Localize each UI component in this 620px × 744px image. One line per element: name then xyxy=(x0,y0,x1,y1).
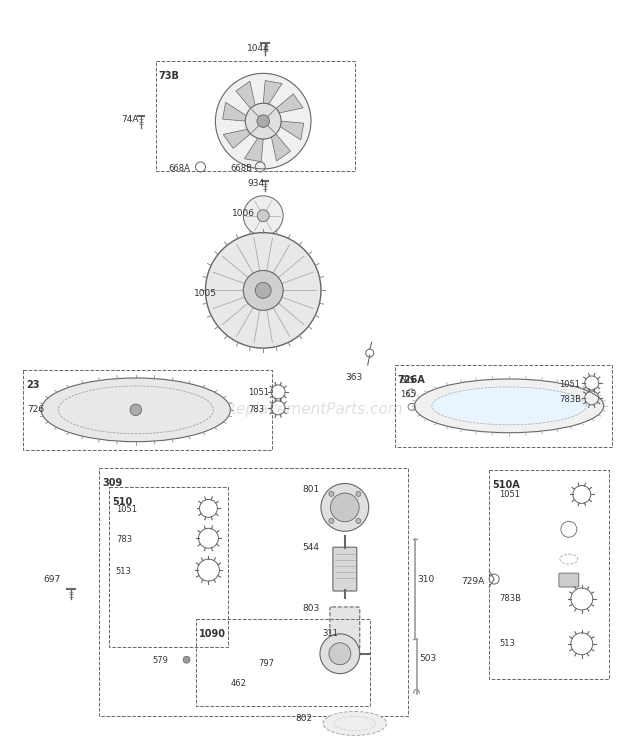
Polygon shape xyxy=(244,138,264,161)
FancyBboxPatch shape xyxy=(559,573,579,587)
Text: 310: 310 xyxy=(417,574,435,583)
Text: 1090: 1090 xyxy=(198,629,226,639)
Circle shape xyxy=(329,491,334,496)
Text: 579: 579 xyxy=(153,656,169,665)
Text: 510A: 510A xyxy=(492,480,520,490)
Text: 783B: 783B xyxy=(499,594,521,603)
Circle shape xyxy=(257,210,269,222)
Text: 803: 803 xyxy=(302,604,319,614)
Bar xyxy=(109,487,228,647)
Text: 73B: 73B xyxy=(159,71,180,81)
Text: 797: 797 xyxy=(259,659,274,668)
Text: 726: 726 xyxy=(27,405,45,414)
Circle shape xyxy=(356,491,361,496)
Circle shape xyxy=(330,493,359,522)
FancyBboxPatch shape xyxy=(333,547,356,591)
Circle shape xyxy=(205,233,321,348)
Circle shape xyxy=(356,519,361,523)
Text: 726A: 726A xyxy=(397,375,425,385)
Text: 363: 363 xyxy=(345,373,362,382)
Circle shape xyxy=(183,656,190,663)
Text: 23: 23 xyxy=(26,380,40,390)
Circle shape xyxy=(130,404,141,416)
Bar xyxy=(99,467,407,716)
Circle shape xyxy=(320,634,360,673)
Text: 802: 802 xyxy=(295,714,312,723)
Text: 513: 513 xyxy=(116,567,131,576)
Circle shape xyxy=(321,484,369,531)
Polygon shape xyxy=(280,121,304,140)
Text: 510: 510 xyxy=(112,498,132,507)
Text: 503: 503 xyxy=(420,654,436,663)
Circle shape xyxy=(329,519,334,523)
Text: 1044: 1044 xyxy=(247,44,270,53)
Text: 697: 697 xyxy=(43,574,61,583)
Polygon shape xyxy=(236,81,255,109)
Text: 311: 311 xyxy=(322,629,338,638)
Text: 1051: 1051 xyxy=(499,490,520,499)
Text: 1006: 1006 xyxy=(232,209,255,218)
Ellipse shape xyxy=(41,378,231,442)
Text: 165: 165 xyxy=(400,391,415,400)
Circle shape xyxy=(243,196,283,236)
Bar xyxy=(195,619,370,707)
Ellipse shape xyxy=(432,387,587,425)
Text: 1005: 1005 xyxy=(193,289,216,298)
Text: 801: 801 xyxy=(302,485,319,494)
Circle shape xyxy=(329,643,351,664)
Ellipse shape xyxy=(323,711,387,735)
Text: 309: 309 xyxy=(102,478,122,487)
Text: 783: 783 xyxy=(116,535,132,544)
Text: 74A: 74A xyxy=(121,115,138,124)
Ellipse shape xyxy=(415,379,604,433)
Text: 934: 934 xyxy=(247,179,264,188)
Circle shape xyxy=(257,115,270,127)
Text: 1051: 1051 xyxy=(248,388,269,397)
Circle shape xyxy=(255,283,271,298)
Circle shape xyxy=(215,74,311,169)
Text: 462: 462 xyxy=(231,679,246,688)
Text: 1051: 1051 xyxy=(559,380,580,389)
Text: 695: 695 xyxy=(400,376,415,385)
Text: 783B: 783B xyxy=(559,395,581,405)
Text: 668B: 668B xyxy=(231,164,252,173)
Bar xyxy=(156,62,355,171)
Circle shape xyxy=(246,103,281,139)
Text: 513: 513 xyxy=(499,639,515,648)
Text: 544: 544 xyxy=(302,542,319,552)
Polygon shape xyxy=(276,94,303,113)
Text: 783: 783 xyxy=(248,405,264,414)
Bar xyxy=(24,370,272,449)
Polygon shape xyxy=(264,80,282,104)
Text: eReplacementParts.com: eReplacementParts.com xyxy=(216,403,404,417)
Bar xyxy=(394,365,612,446)
Circle shape xyxy=(243,271,283,310)
Bar xyxy=(489,469,609,679)
FancyBboxPatch shape xyxy=(330,607,360,649)
Text: 668A: 668A xyxy=(169,164,190,173)
Polygon shape xyxy=(272,134,290,161)
Text: 1051: 1051 xyxy=(116,505,137,514)
Text: 729A: 729A xyxy=(461,577,485,586)
Polygon shape xyxy=(223,129,250,148)
Polygon shape xyxy=(223,103,246,121)
